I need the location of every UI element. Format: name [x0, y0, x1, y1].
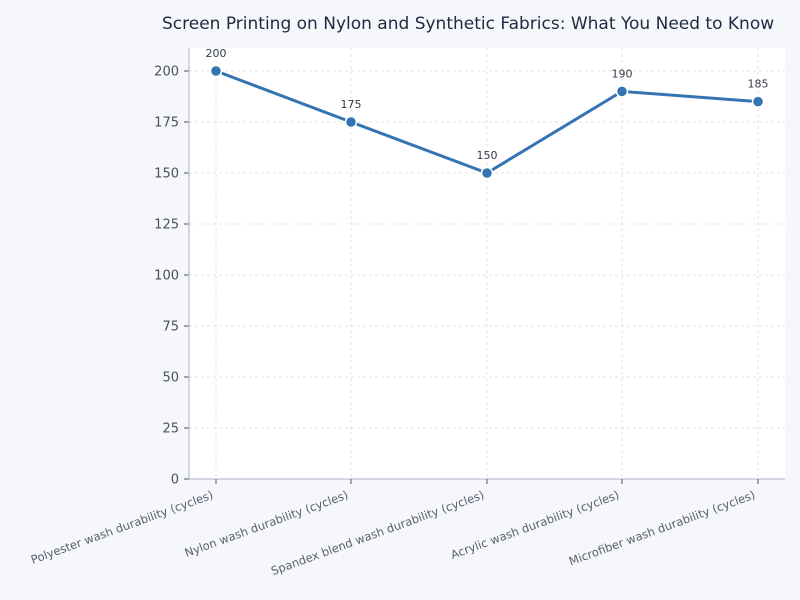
- data-label: 185: [748, 78, 769, 91]
- data-label: 175: [341, 98, 362, 111]
- y-tick-label: 150: [154, 167, 179, 182]
- y-tick-label: 100: [154, 269, 179, 284]
- y-tick-label: 125: [154, 218, 179, 233]
- y-tick-label: 200: [154, 65, 179, 80]
- x-tick-label: Spandex blend wash durability (cycles): [269, 488, 486, 578]
- chart-title: Screen Printing on Nylon and Synthetic F…: [162, 14, 774, 34]
- y-tick-label: 25: [162, 422, 179, 437]
- data-label: 190: [612, 67, 633, 80]
- x-axis: Polyester wash durability (cycles)Nylon …: [29, 478, 785, 578]
- data-point-marker: [344, 115, 358, 129]
- data-point-marker: [751, 95, 765, 108]
- data-series: 200 175 150 190 185: [206, 47, 769, 180]
- y-tick-label: 175: [154, 116, 179, 131]
- data-label: 200: [206, 47, 227, 60]
- data-point-marker: [615, 85, 629, 98]
- data-point-marker: [209, 64, 223, 78]
- data-point-marker: [480, 166, 494, 180]
- y-tick-label: 0: [171, 473, 179, 488]
- y-tick-label: 75: [162, 320, 179, 335]
- plot-area: [189, 48, 785, 479]
- y-tick-label: 50: [162, 371, 179, 386]
- data-label: 150: [477, 149, 498, 162]
- y-axis: 0 25 50 75 100 125 150 175 200: [154, 48, 190, 488]
